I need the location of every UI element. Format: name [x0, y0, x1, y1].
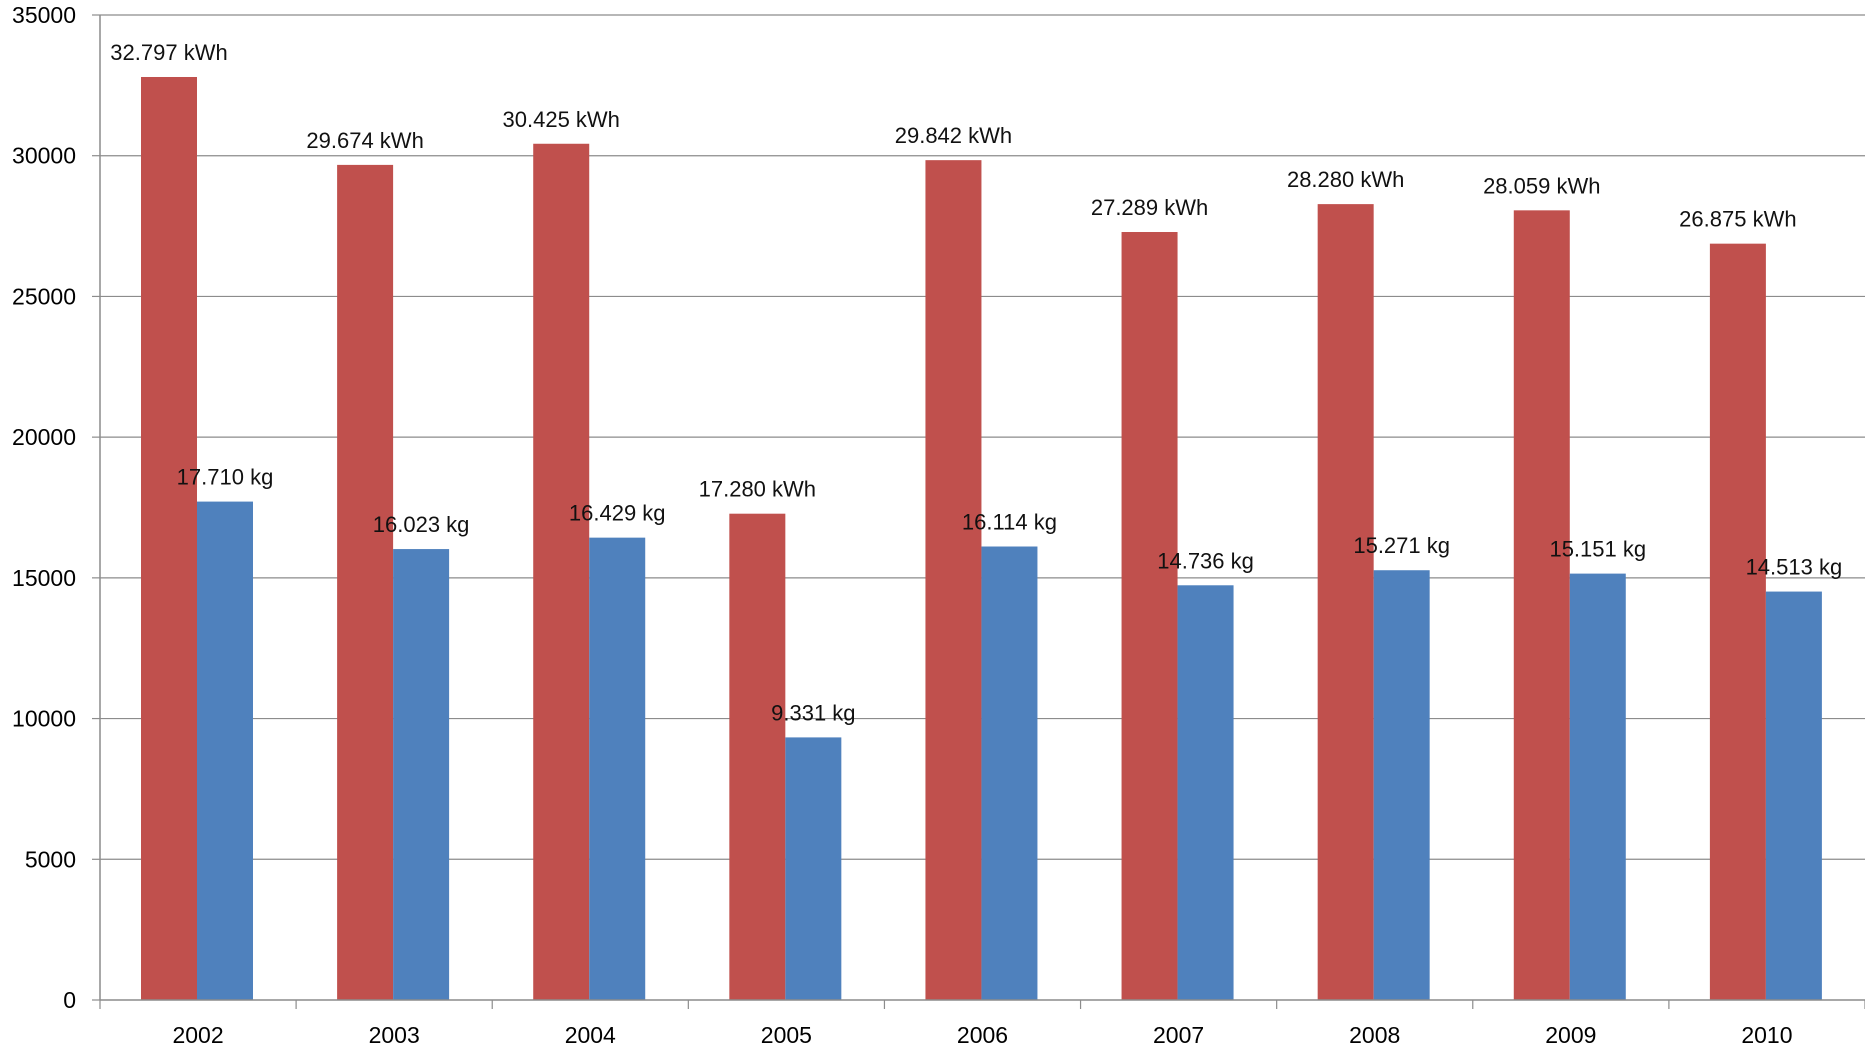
- data-label-series-1-2009: 28.059 kWh: [1483, 173, 1600, 198]
- data-label-series-2-2002: 17.710 kg: [177, 465, 274, 490]
- bar-series-2-2004: [589, 537, 646, 1000]
- data-label-series-2-2008: 15.271 kg: [1353, 533, 1450, 558]
- bar-series-1-2008: [1317, 204, 1374, 1000]
- data-label-series-2-2010: 14.513 kg: [1746, 555, 1843, 580]
- data-label-series-1-2006: 29.842 kWh: [895, 123, 1012, 148]
- data-label-series-2-2009: 15.151 kg: [1549, 537, 1646, 562]
- bar-series-2-2010: [1765, 591, 1822, 1000]
- data-label-series-2-2006: 16.114 kg: [962, 510, 1057, 535]
- bar-series-2-2002: [197, 501, 253, 1000]
- x-tick-label: 2008: [1349, 1022, 1400, 1048]
- bar-series-2-2009: [1569, 573, 1626, 1000]
- bar-series-1-2010: [1709, 243, 1766, 1001]
- y-tick-label: 0: [63, 987, 76, 1013]
- x-tick-label: 2010: [1741, 1022, 1792, 1048]
- x-tick-label: 2002: [172, 1022, 223, 1048]
- y-tick-label: 30000: [12, 143, 76, 169]
- y-tick-label: 25000: [12, 283, 76, 309]
- bar-series-1-2007: [1121, 232, 1178, 1000]
- x-tick-label: 2004: [565, 1022, 616, 1048]
- bar-series-1-2003: [337, 164, 394, 1000]
- bar-series-2-2005: [785, 737, 842, 1000]
- bar-series-2-2007: [1177, 585, 1234, 1000]
- bar-series-1-2005: [729, 513, 786, 1000]
- y-tick-label: 10000: [12, 706, 76, 732]
- axes: [92, 14, 1865, 1009]
- data-label-series-2-2005: 9.331 kg: [771, 700, 855, 725]
- x-tick-label: 2005: [761, 1022, 812, 1048]
- data-label-series-1-2010: 26.875 kWh: [1679, 207, 1796, 232]
- bar-series-2-2008: [1373, 570, 1430, 1000]
- x-tick-label: 2003: [369, 1022, 420, 1048]
- x-axis-tick-labels: 2002 2003 2004 2005 2006 2007 2008 2009 2010: [172, 1022, 1792, 1048]
- y-tick-label: 5000: [25, 846, 76, 872]
- data-label-series-1-2007: 27.289 kWh: [1091, 195, 1208, 220]
- data-label-series-2-2003: 16.023 kg: [373, 512, 470, 537]
- bar-series-1-2009: [1513, 210, 1570, 1000]
- bars: [141, 76, 1822, 1001]
- y-tick-label: 15000: [12, 565, 76, 591]
- data-label-series-1-2005: 17.280 kWh: [699, 477, 816, 502]
- x-tick-label: 2007: [1153, 1022, 1204, 1048]
- bar-series-1-2004: [533, 143, 590, 1001]
- y-tick-label: 35000: [12, 2, 76, 28]
- bar-series-1-2006: [925, 160, 982, 1000]
- data-label-series-2-2004: 16.429 kg: [569, 501, 666, 526]
- data-label-series-1-2004: 30.425 kWh: [503, 107, 620, 132]
- bar-series-1-2002: [141, 76, 197, 1000]
- data-labels: 32.797 kWh 29.674 kWh 30.425 kWh 17.280 kWh…: [110, 40, 1842, 725]
- x-tick-label: 2006: [957, 1022, 1008, 1048]
- data-label-series-1-2003: 29.674 kWh: [306, 128, 423, 153]
- bar-series-2-2006: [981, 546, 1038, 1000]
- y-tick-label: 20000: [12, 424, 76, 450]
- data-label-series-1-2002: 32.797 kWh: [110, 40, 227, 65]
- bar-series-2-2003: [393, 549, 450, 1000]
- y-axis-tick-labels: 0 5000 10000 15000 20000 25000 30000 35000: [12, 2, 76, 1013]
- data-label-series-2-2007: 14.736 kg: [1157, 548, 1254, 573]
- data-label-series-1-2008: 28.280 kWh: [1287, 167, 1404, 192]
- x-tick-label: 2009: [1545, 1022, 1596, 1048]
